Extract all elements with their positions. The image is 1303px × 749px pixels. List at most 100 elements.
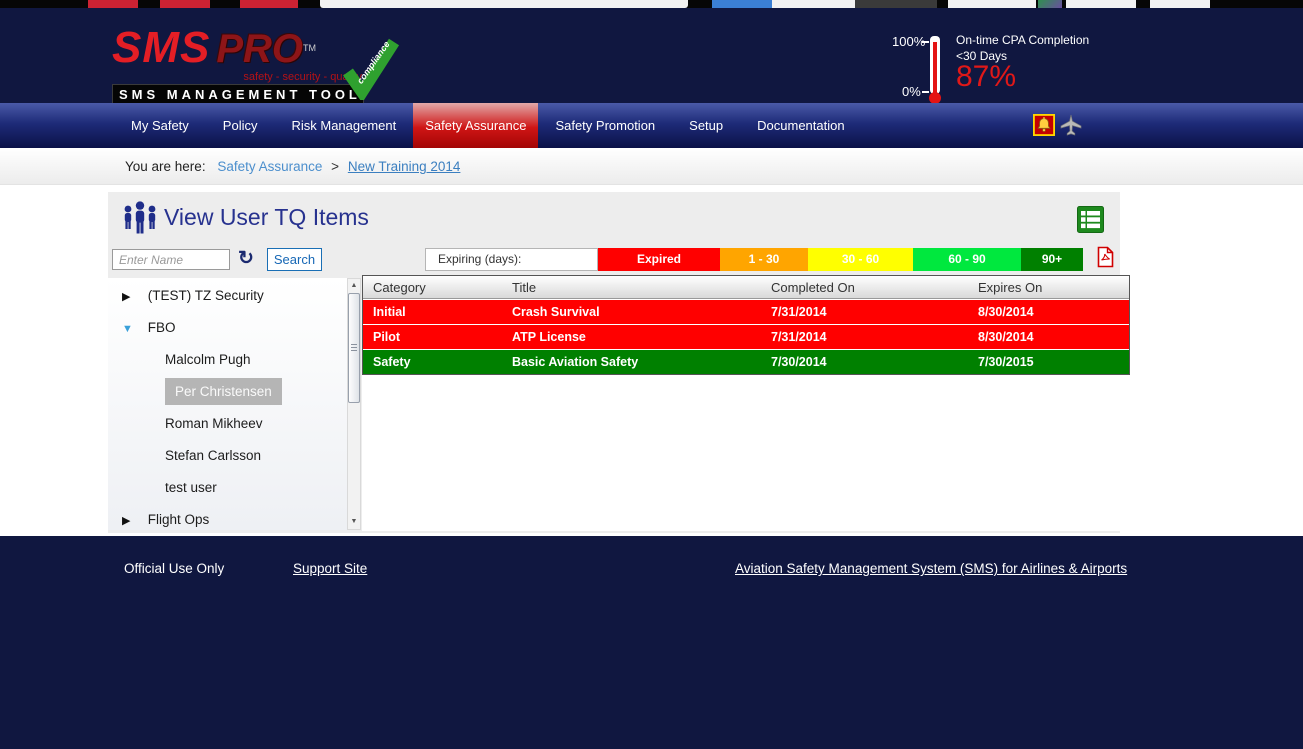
gauge-tick-mark [922,41,929,43]
list-view-icon[interactable] [1077,206,1104,233]
cell-completed-on: 7/30/2014 [771,355,827,369]
app-footer: Official Use Only Support Site Aviation … [0,536,1303,749]
chrome-fragment [1038,0,1062,8]
cell-category: Safety [373,355,411,369]
caret-expanded-icon[interactable]: ▼ [122,323,133,335]
chrome-fragment [948,0,1036,8]
chrome-fragment [240,0,298,8]
footer-support-site-link[interactable]: Support Site [293,561,368,576]
tree-user-label[interactable]: test user [165,480,217,495]
cell-completed-on: 7/31/2014 [771,305,827,319]
tree-scrollbar[interactable]: ▲ ▼ [347,278,361,530]
nav-item-documentation[interactable]: Documentation [757,118,845,133]
refresh-icon[interactable]: ↻ [238,248,254,269]
tree-group-fbo[interactable]: ▼ FBO [108,312,347,344]
tq-items-table: Category Title Completed On Expires On I… [362,275,1130,375]
panel-title-row: View User TQ Items [108,192,1120,246]
gauge-tick-mark [922,91,929,93]
tree-user-label[interactable]: Stefan Carlsson [165,448,262,463]
table-header-row: Category Title Completed On Expires On [363,276,1129,299]
tree-group-flight-ops[interactable]: ▶ Flight Ops [108,504,347,536]
people-group-icon [124,201,156,234]
chrome-fragment [855,0,937,8]
table-row[interactable]: Safety Basic Aviation Safety 7/30/2014 7… [363,350,1129,374]
table-row[interactable]: Initial Crash Survival 7/31/2014 8/30/20… [363,300,1129,324]
breadcrumb-separator: > [331,159,340,174]
legend-60-90: 60 - 90 [913,248,1021,271]
cell-expires-on: 7/30/2015 [978,355,1034,369]
nav-item-setup[interactable]: Setup [689,118,724,133]
caret-collapsed-icon[interactable]: ▶ [122,291,131,303]
chrome-fragment [88,0,138,8]
main-navbar: My Safety Policy Risk Management Safety … [0,103,1303,148]
pdf-export-icon[interactable] [1097,246,1114,268]
tq-table-wrap: Category Title Completed On Expires On I… [362,275,1130,531]
tree-user-label[interactable]: Roman Mikheev [165,416,263,431]
gauge-caption: On-time CPA Completion <30 Days 87% [956,32,1090,93]
gauge-title-line1: On-time CPA Completion [956,33,1090,47]
logo-pro-text: PRO [216,27,304,71]
tree-user-label-selected[interactable]: Per Christensen [165,378,282,405]
nav-item-policy[interactable]: Policy [222,118,258,133]
gauge-value: 87% [956,60,1017,93]
cell-category: Pilot [373,330,401,344]
scrollbar-up-arrow[interactable]: ▲ [350,282,358,289]
footer-sms-link[interactable]: Aviation Safety Management System (SMS) … [735,561,1128,576]
logo-banner: SMS MANAGEMENT TOOL [112,84,364,105]
nav-icon-group [1033,113,1083,137]
col-header-title: Title [512,280,537,295]
tree-user-test-user[interactable]: test user [108,472,347,504]
tree-group-label[interactable]: FBO [147,320,176,335]
table-row[interactable]: Pilot ATP License 7/31/2014 8/30/2014 [363,325,1129,349]
alerts-bell-icon[interactable] [1033,114,1055,136]
expiry-legend: Expiring (days): Expired 1 - 30 30 - 60 … [425,248,1083,271]
controls-row: ↻ Search Expiring (days): Expired 1 - 30… [108,246,1120,275]
app-header: SMS PROTM safety - security - quality SMS… [0,8,1303,105]
gauge-100-label: 100% [892,34,926,49]
sms-pro-logo[interactable]: SMS PROTM safety - security - quality SMS… [112,26,400,105]
logo-tagline: safety - security - quality [243,71,362,83]
content-area: View User TQ Items ↻ Search Expiring (da… [0,186,1303,536]
chrome-fragment [160,0,210,8]
breadcrumb-link-safety-assurance[interactable]: Safety Assurance [217,159,323,174]
cpa-completion-gauge: 100% 0% On-time CPA Completion <30 Days … [878,26,1258,104]
col-header-expires-on: Expires On [978,280,1043,295]
scrollbar-thumb[interactable] [348,293,360,403]
caret-collapsed-icon[interactable]: ▶ [122,515,131,527]
breadcrumb-current-link[interactable]: New Training 2014 [347,159,461,174]
search-button[interactable]: Search [267,248,322,271]
chrome-fragment [1150,0,1210,8]
scrollbar-down-arrow[interactable]: ▼ [350,518,358,525]
nav-item-safety-assurance[interactable]: Safety Assurance [413,103,539,148]
cell-expires-on: 8/30/2014 [978,330,1034,344]
tree-user-label[interactable]: Malcolm Pugh [165,352,251,367]
legend-30-60: 30 - 60 [808,248,913,271]
tree-group-test-tz-security[interactable]: ▶ (TEST) TZ Security [108,280,347,312]
browser-chrome-strip [0,0,1303,8]
legend-expired: Expired [598,248,720,271]
cell-title: Basic Aviation Safety [512,355,639,369]
compliance-check-icon: compliance [343,38,400,100]
tree-user-roman-mikheev[interactable]: Roman Mikheev [108,408,347,440]
breadcrumb-prefix: You are here: [125,159,206,174]
gauge-title-line2: <30 Days [956,49,1008,63]
scrollbar-grip [351,344,357,345]
tree-user-malcolm-pugh[interactable]: Malcolm Pugh [108,344,347,376]
logo-wordmark: SMS PROTM [112,26,382,78]
nav-item-my-safety[interactable]: My Safety [131,118,189,133]
tree-user-stefan-carlsson[interactable]: Stefan Carlsson [108,440,347,472]
page-title: View User TQ Items [164,204,369,230]
thermometer-fill [933,41,937,94]
nav-item-safety-promotion[interactable]: Safety Promotion [555,118,656,133]
airplane-icon[interactable] [1059,113,1083,137]
logo-tm-mark: TM [303,43,317,53]
tree-group-label[interactable]: (TEST) TZ Security [147,288,264,303]
nav-item-risk-management[interactable]: Risk Management [291,118,397,133]
name-search-input[interactable] [112,249,230,270]
chrome-fragment [320,0,688,8]
gauge-0-label: 0% [902,84,921,99]
col-header-completed-on: Completed On [771,280,855,295]
tree-group-label[interactable]: Flight Ops [147,512,210,527]
tree-user-per-christensen[interactable]: Per Christensen [108,376,347,408]
legend-label: Expiring (days): [425,248,598,271]
